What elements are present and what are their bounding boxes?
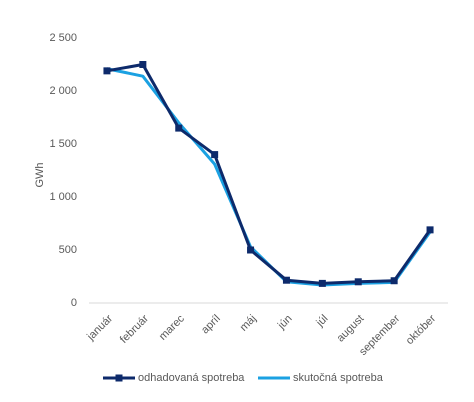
marker <box>103 67 111 75</box>
x-tick-label: august <box>335 313 367 345</box>
legend-marker <box>115 374 123 382</box>
series-line <box>106 63 432 285</box>
y-tick-label: 500 <box>59 244 77 256</box>
legend-label: skutočná spotreba <box>293 372 384 384</box>
marker <box>426 226 434 234</box>
legend-label: odhadovaná spotreba <box>138 372 245 384</box>
marker <box>139 61 147 68</box>
marker <box>354 278 362 286</box>
marker <box>247 246 255 254</box>
y-tick-label: 2 000 <box>49 85 77 97</box>
marker <box>175 124 183 132</box>
x-tick-label: marec <box>157 312 187 342</box>
series-line <box>106 67 432 287</box>
y-tick-label: 1 000 <box>49 191 77 203</box>
x-tick-label: máj <box>238 313 259 334</box>
x-tick-label: apríl <box>199 313 223 337</box>
x-tick-label: február <box>118 312 151 345</box>
marker <box>318 279 326 287</box>
marker <box>390 277 398 285</box>
y-tick-label: 0 <box>71 297 77 309</box>
x-tick-label: január <box>84 312 115 343</box>
marker <box>211 151 219 159</box>
y-tick-label: 1 500 <box>49 138 77 150</box>
x-tick-label: október <box>404 312 439 347</box>
x-tick-label: júl <box>314 313 331 330</box>
y-axis-label: GWh <box>34 162 46 187</box>
y-tick-label: 2 500 <box>49 32 77 44</box>
marker <box>282 276 290 284</box>
x-tick-label: jún <box>275 313 295 333</box>
